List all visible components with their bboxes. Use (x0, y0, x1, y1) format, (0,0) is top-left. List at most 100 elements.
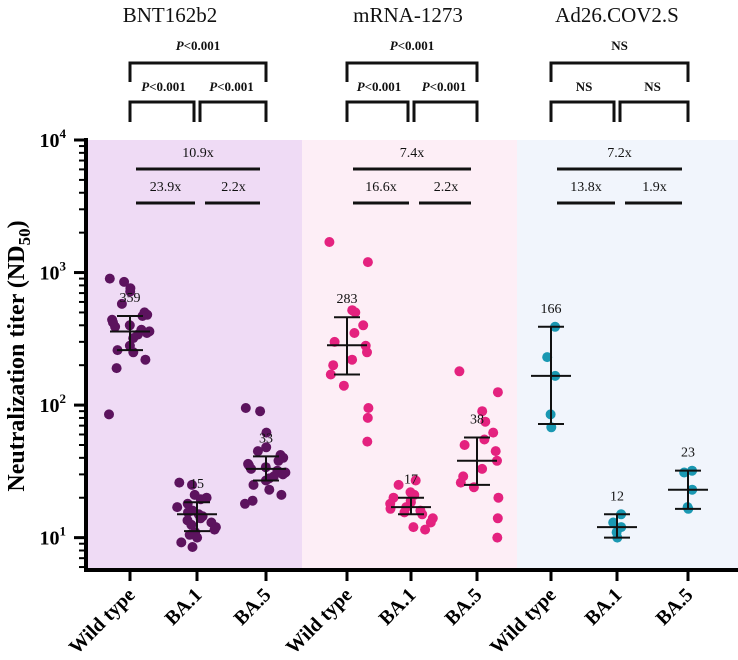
bracket-right (198, 100, 268, 122)
bracket-right (618, 100, 690, 122)
median-label: 17 (404, 473, 418, 488)
data-point (111, 363, 122, 374)
p-value-right: P<0.001 (422, 79, 467, 94)
data-point (261, 442, 272, 453)
y-tick-label: 101 (40, 524, 67, 550)
median-label: 166 (541, 302, 562, 317)
data-point (247, 495, 258, 506)
data-point (608, 517, 619, 528)
y-axis-label: Neutralization titer (ND50) (4, 220, 34, 491)
p-value-left: NS (576, 79, 593, 94)
median-label: 23 (681, 446, 695, 461)
data-point (264, 484, 275, 495)
x-tick-label: BA.5 (230, 584, 276, 630)
data-point (459, 440, 470, 450)
data-point (273, 455, 284, 466)
bracket-overall (128, 61, 268, 82)
data-point (324, 237, 335, 247)
x-tick-label: BA.1 (161, 584, 207, 630)
x-tick-label: BA.1 (581, 584, 627, 630)
median-label: 38 (470, 412, 484, 427)
bracket-overall (345, 61, 479, 82)
data-point (399, 507, 410, 518)
data-point (325, 369, 336, 380)
x-tick-label: BA.5 (441, 584, 487, 630)
data-point (363, 403, 374, 413)
bracket-overall (549, 61, 690, 82)
data-point (425, 517, 436, 528)
data-point (385, 503, 396, 514)
x-tick-label: Wild type (282, 584, 357, 659)
data-point (104, 273, 115, 284)
data-point (110, 321, 121, 332)
data-point (408, 522, 419, 533)
data-point (542, 352, 553, 363)
bracket-left (549, 100, 616, 122)
p-value-left: P<0.001 (141, 79, 186, 94)
y-tick-label: 102 (40, 391, 67, 417)
data-point (362, 436, 373, 447)
data-point (192, 532, 203, 543)
data-point (141, 328, 152, 338)
group-background-3 (517, 140, 738, 570)
data-point (172, 502, 183, 513)
data-point (362, 347, 372, 358)
fold-label-left: 16.6x (365, 180, 397, 195)
data-point (492, 513, 503, 524)
data-point (240, 403, 251, 413)
data-point (176, 537, 187, 548)
p-value-right: NS (644, 79, 661, 94)
group-title: mRNA-1273 (353, 3, 463, 27)
x-tick-label: BA.1 (375, 584, 421, 630)
fold-label-right: 1.9x (642, 180, 667, 195)
data-point (209, 524, 220, 535)
data-point (492, 387, 503, 398)
median-label: 33 (259, 431, 273, 446)
data-point (479, 434, 490, 445)
data-point (104, 409, 114, 420)
data-point (358, 320, 369, 331)
data-point (455, 477, 466, 488)
median-label: 12 (610, 489, 624, 504)
median-label: 283 (337, 292, 358, 307)
data-point (328, 360, 339, 371)
group-title: Ad26.COV2.S (555, 3, 679, 27)
data-point (140, 354, 151, 365)
data-point (454, 366, 465, 377)
fold-label-overall: 7.2x (607, 146, 632, 161)
data-point (261, 427, 272, 438)
data-point (362, 257, 373, 268)
data-point (174, 477, 185, 488)
fold-label-right: 2.2x (434, 180, 459, 195)
data-point (187, 542, 198, 552)
fold-label-overall: 10.9x (182, 146, 214, 161)
fold-label-right: 2.2x (221, 180, 246, 195)
bracket-left (128, 100, 196, 122)
median-label: 15 (190, 477, 204, 492)
x-tick-label: BA.5 (652, 584, 698, 630)
data-point (252, 446, 263, 457)
p-value-overall: P<0.001 (390, 38, 435, 53)
data-point (488, 427, 499, 438)
data-point (493, 492, 504, 503)
fold-label-left: 13.8x (570, 180, 602, 195)
fold-label-left: 23.9x (150, 180, 182, 195)
data-point (477, 406, 488, 417)
p-value-right: P<0.001 (209, 79, 254, 94)
data-point (410, 475, 421, 486)
data-point (255, 406, 266, 417)
data-point (393, 479, 404, 490)
data-point (119, 276, 130, 287)
data-point (248, 479, 259, 490)
p-value-left: P<0.001 (357, 79, 402, 94)
data-point (277, 469, 288, 480)
y-tick-label: 104 (40, 126, 67, 152)
data-point (349, 328, 360, 338)
p-value-overall: P<0.001 (176, 38, 221, 53)
data-point (276, 489, 287, 500)
x-tick-label: Wild type (65, 584, 140, 659)
data-point (420, 524, 431, 535)
data-point (125, 286, 136, 297)
